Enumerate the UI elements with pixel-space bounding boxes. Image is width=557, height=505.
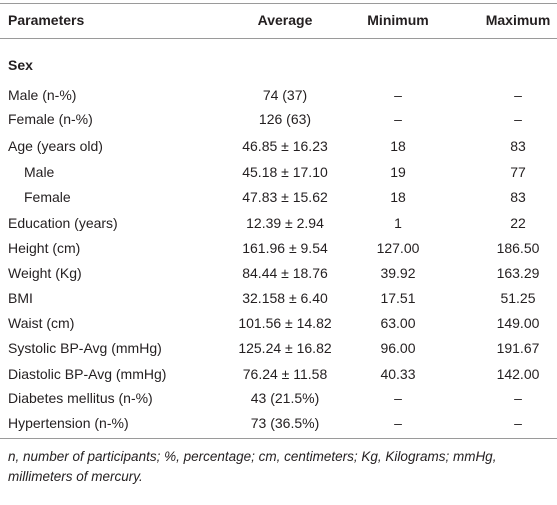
- cell-value: 186.50: [496, 240, 540, 256]
- section-label: Sex: [8, 57, 33, 73]
- cell-value: 142.00: [496, 366, 540, 382]
- cell-value: 76.24 ± 11.58: [242, 366, 328, 382]
- cell-value: –: [514, 87, 522, 103]
- row-label: Diastolic BP-Avg (mmHg): [8, 366, 167, 382]
- bottom-rule: [0, 438, 557, 439]
- row-label: Education (years): [8, 215, 118, 231]
- cell-value: –: [394, 111, 402, 127]
- cell-value: 43 (21.5%): [250, 390, 320, 406]
- cell-value: 83: [510, 138, 526, 154]
- row-label: Age (years old): [8, 138, 103, 154]
- row-label: Systolic BP-Avg (mmHg): [8, 340, 162, 356]
- cell-value: 163.29: [496, 265, 540, 281]
- cell-value: 63.00: [380, 315, 416, 331]
- cell-value: –: [394, 390, 402, 406]
- cell-value: 18: [390, 189, 406, 205]
- header-rule: [0, 38, 557, 39]
- row-label: Hypertension (n-%): [8, 415, 129, 431]
- column-header: Parameters: [8, 12, 85, 28]
- cell-value: 1: [394, 215, 402, 231]
- cell-value: 149.00: [496, 315, 540, 331]
- cell-value: 83: [510, 189, 526, 205]
- cell-value: 18: [390, 138, 406, 154]
- cell-value: 127.00: [376, 240, 420, 256]
- cell-value: 51.25: [500, 290, 536, 306]
- row-label: Male: [24, 164, 55, 180]
- cell-value: 40.33: [380, 366, 416, 382]
- column-header: Average: [257, 12, 313, 28]
- cell-value: 73 (36.5%): [250, 415, 320, 431]
- row-label: Height (cm): [8, 240, 81, 256]
- cell-value: 39.92: [380, 265, 416, 281]
- cell-value: 77: [510, 164, 526, 180]
- column-header: Minimum: [367, 12, 429, 28]
- cell-value: 125.24 ± 16.82: [238, 340, 332, 356]
- cell-value: –: [394, 415, 402, 431]
- column-header: Maximum: [485, 12, 551, 28]
- cell-value: 191.67: [496, 340, 540, 356]
- cell-value: 45.18 ± 17.10: [242, 164, 328, 180]
- cell-value: 47.83 ± 15.62: [242, 189, 328, 205]
- cell-value: –: [514, 111, 522, 127]
- row-label: Weight (Kg): [8, 265, 82, 281]
- cell-value: –: [394, 87, 402, 103]
- cell-value: 84.44 ± 18.76: [242, 265, 328, 281]
- cell-value: 96.00: [380, 340, 416, 356]
- cell-value: 22: [510, 215, 526, 231]
- cell-value: 17.51: [380, 290, 416, 306]
- row-label: BMI: [8, 290, 33, 306]
- cell-value: 101.56 ± 14.82: [238, 315, 332, 331]
- row-label: Female: [24, 189, 71, 205]
- cell-value: 46.85 ± 16.23: [242, 138, 328, 154]
- footnote: n, number of participants; %, percentage…: [8, 449, 497, 484]
- cell-value: –: [514, 415, 522, 431]
- cell-value: 126 (63): [258, 111, 312, 127]
- cell-value: 19: [390, 164, 406, 180]
- cell-value: 74 (37): [262, 87, 308, 103]
- cell-value: 32.158 ± 6.40: [242, 290, 328, 306]
- cell-value: 161.96 ± 9.54: [242, 240, 328, 256]
- top-rule: [0, 3, 557, 4]
- cell-value: –: [514, 390, 522, 406]
- cell-value: 12.39 ± 2.94: [246, 215, 324, 231]
- row-label: Female (n-%): [8, 111, 93, 127]
- row-label: Diabetes mellitus (n-%): [8, 390, 153, 406]
- row-label: Waist (cm): [8, 315, 75, 331]
- row-label: Male (n-%): [8, 87, 77, 103]
